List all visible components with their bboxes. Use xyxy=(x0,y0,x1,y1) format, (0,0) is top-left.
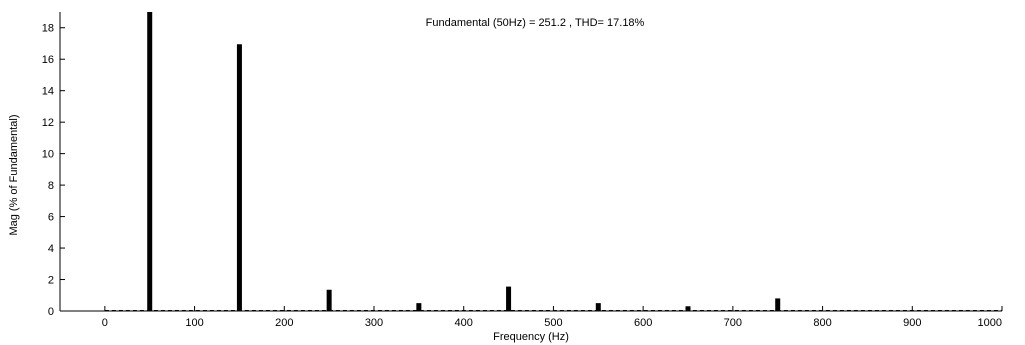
x-tick-label: 400 xyxy=(455,317,473,329)
x-tick-label: 500 xyxy=(544,317,562,329)
y-tick-label: 0 xyxy=(48,306,54,318)
bar-250hz xyxy=(326,289,332,311)
bar-650hz xyxy=(685,306,691,311)
x-axis-label: Frequency (Hz) xyxy=(493,331,569,343)
y-tick-label: 2 xyxy=(48,275,54,287)
y-tick-label: 6 xyxy=(48,212,54,224)
y-axis-label: Mag (% of Fundamental) xyxy=(8,114,20,235)
y-tick-label: 18 xyxy=(42,23,54,35)
x-tick-label: 600 xyxy=(634,317,652,329)
bar-350hz xyxy=(416,303,422,311)
x-tick-label: 700 xyxy=(724,317,742,329)
x-tick-label: 100 xyxy=(185,317,203,329)
x-axis-ticks: 0 100 200 300 400 500 600 700 800 900 1000 xyxy=(102,306,1003,329)
bar-550hz xyxy=(595,303,601,311)
bar-750hz xyxy=(775,298,781,311)
x-tick-label: 900 xyxy=(903,317,921,329)
y-tick-label: 12 xyxy=(42,117,54,129)
y-axis-ticks: 0 2 4 6 8 10 12 14 16 18 xyxy=(42,23,65,318)
x-tick-label: 1000 xyxy=(978,317,1002,329)
bar-50hz xyxy=(147,12,153,311)
x-tick-label: 300 xyxy=(365,317,383,329)
plot-area xyxy=(60,12,1002,311)
x-tick-label: 800 xyxy=(813,317,831,329)
y-tick-label: 4 xyxy=(48,243,54,255)
y-tick-label: 16 xyxy=(42,54,54,66)
y-tick-label: 10 xyxy=(42,149,54,161)
x-tick-label: 0 xyxy=(102,317,108,329)
chart-title: Fundamental (50Hz) = 251.2 , THD= 17.18% xyxy=(426,17,645,29)
y-tick-label: 8 xyxy=(48,180,54,192)
x-tick-label: 200 xyxy=(275,317,293,329)
y-tick-label: 14 xyxy=(42,86,54,98)
bar-150hz xyxy=(236,44,242,311)
bar-450hz xyxy=(506,286,512,311)
bars-group xyxy=(147,12,781,311)
